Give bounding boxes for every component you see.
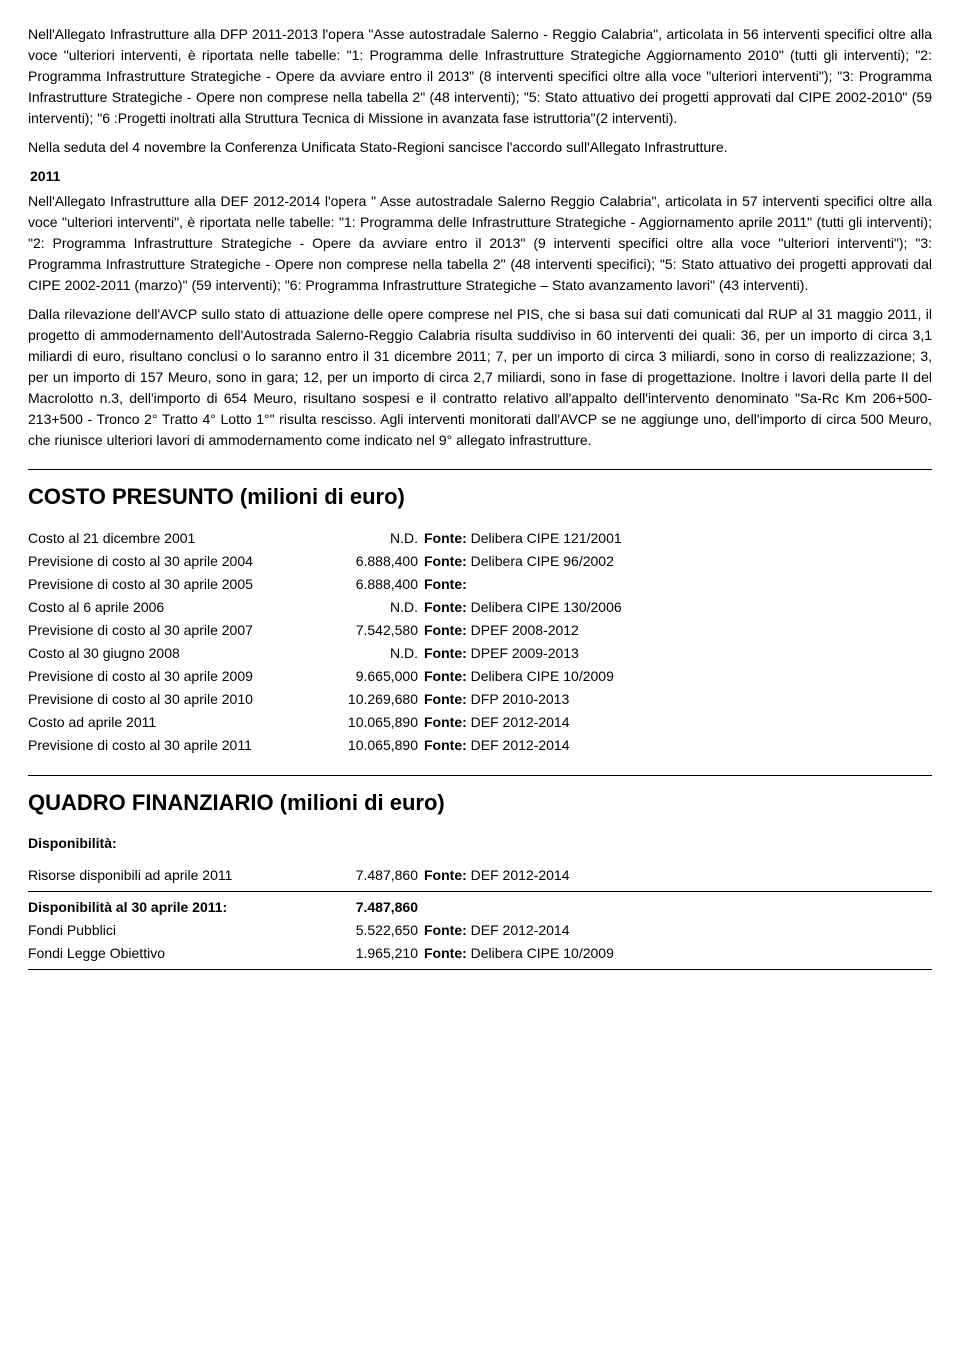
- row-label: Disponibilità al 30 aprile 2011:: [28, 896, 328, 919]
- table-row: Previsione di costo al 30 aprile 201010.…: [28, 688, 932, 711]
- row-source: Fonte: DEF 2012-2014: [424, 734, 932, 757]
- row-source: Fonte: DEF 2012-2014: [424, 919, 932, 942]
- row-label: Costo al 21 dicembre 2001: [28, 527, 328, 550]
- row-source: Fonte: DFP 2010-2013: [424, 688, 932, 711]
- table-row: Fondi Legge Obiettivo 1.965,210 Fonte: D…: [28, 942, 932, 965]
- divider: [28, 775, 932, 776]
- paragraph-3: Nell'Allegato Infrastrutture alla DEF 20…: [28, 191, 932, 296]
- row-label: Previsione di costo al 30 aprile 2007: [28, 619, 328, 642]
- row-value: 7.542,580: [328, 619, 424, 642]
- row-label: Previsione di costo al 30 aprile 2004: [28, 550, 328, 573]
- row-source: Fonte: Delibera CIPE 130/2006: [424, 596, 932, 619]
- paragraph-4: Dalla rilevazione dell'AVCP sullo stato …: [28, 304, 932, 451]
- quadro-total-table: Disponibilità al 30 aprile 2011: 7.487,8…: [28, 896, 932, 965]
- table-row: Costo al 21 dicembre 2001N.D.Fonte: Deli…: [28, 527, 932, 550]
- row-source: Fonte:: [424, 573, 932, 596]
- row-label: Previsione di costo al 30 aprile 2005: [28, 573, 328, 596]
- row-label: Previsione di costo al 30 aprile 2009: [28, 665, 328, 688]
- row-value: N.D.: [328, 527, 424, 550]
- table-row: Previsione di costo al 30 aprile 20099.6…: [28, 665, 932, 688]
- row-value: 6.888,400: [328, 573, 424, 596]
- row-source: Fonte: Delibera CIPE 96/2002: [424, 550, 932, 573]
- table-row: Costo ad aprile 201110.065,890Fonte: DEF…: [28, 711, 932, 734]
- table-row: Disponibilità al 30 aprile 2011: 7.487,8…: [28, 896, 932, 919]
- row-label: Costo ad aprile 2011: [28, 711, 328, 734]
- paragraph-1: Nell'Allegato Infrastrutture alla DFP 20…: [28, 24, 932, 129]
- table-row: Fondi Pubblici 5.522,650 Fonte: DEF 2012…: [28, 919, 932, 942]
- table-row: Risorse disponibili ad aprile 2011 7.487…: [28, 864, 932, 887]
- thin-divider: [28, 969, 932, 970]
- row-source: Fonte: Delibera CIPE 121/2001: [424, 527, 932, 550]
- table-row: Previsione di costo al 30 aprile 201110.…: [28, 734, 932, 757]
- table-row: Costo al 30 giugno 2008N.D.Fonte: DPEF 2…: [28, 642, 932, 665]
- table-row: Previsione di costo al 30 aprile 20056.8…: [28, 573, 932, 596]
- row-value: 7.487,860: [328, 896, 424, 919]
- heading-quadro: QUADRO FINANZIARIO (milioni di euro): [28, 786, 932, 819]
- row-value: 7.487,860: [328, 864, 424, 887]
- year-heading: 2011: [30, 166, 932, 187]
- paragraph-2: Nella seduta del 4 novembre la Conferenz…: [28, 137, 932, 158]
- row-label: Previsione di costo al 30 aprile 2011: [28, 734, 328, 757]
- row-label: Risorse disponibili ad aprile 2011: [28, 864, 328, 887]
- row-value: 10.065,890: [328, 734, 424, 757]
- disponibilita-label: Disponibilità:: [28, 833, 932, 854]
- row-value: 6.888,400: [328, 550, 424, 573]
- quadro-table: Risorse disponibili ad aprile 2011 7.487…: [28, 864, 932, 887]
- heading-costo: COSTO PRESUNTO (milioni di euro): [28, 480, 932, 513]
- row-label: Fondi Pubblici: [28, 919, 328, 942]
- row-source: Fonte: Delibera CIPE 10/2009: [424, 665, 932, 688]
- row-source: Fonte: DPEF 2008-2012: [424, 619, 932, 642]
- thin-divider: [28, 891, 932, 892]
- row-value: 5.522,650: [328, 919, 424, 942]
- row-value: 9.665,000: [328, 665, 424, 688]
- row-source: Fonte: DEF 2012-2014: [424, 711, 932, 734]
- row-label: Costo al 30 giugno 2008: [28, 642, 328, 665]
- row-value: 1.965,210: [328, 942, 424, 965]
- row-label: Previsione di costo al 30 aprile 2010: [28, 688, 328, 711]
- row-source: Fonte: DEF 2012-2014: [424, 864, 932, 887]
- divider: [28, 469, 932, 470]
- table-row: Previsione di costo al 30 aprile 20077.5…: [28, 619, 932, 642]
- table-row: Previsione di costo al 30 aprile 20046.8…: [28, 550, 932, 573]
- cost-table: Costo al 21 dicembre 2001N.D.Fonte: Deli…: [28, 527, 932, 757]
- row-label: Fondi Legge Obiettivo: [28, 942, 328, 965]
- row-value: N.D.: [328, 596, 424, 619]
- row-value: 10.269,680: [328, 688, 424, 711]
- row-value: 10.065,890: [328, 711, 424, 734]
- row-value: N.D.: [328, 642, 424, 665]
- row-source: Fonte: DPEF 2009-2013: [424, 642, 932, 665]
- table-row: Costo al 6 aprile 2006N.D.Fonte: Deliber…: [28, 596, 932, 619]
- row-source: Fonte: Delibera CIPE 10/2009: [424, 942, 932, 965]
- row-label: Costo al 6 aprile 2006: [28, 596, 328, 619]
